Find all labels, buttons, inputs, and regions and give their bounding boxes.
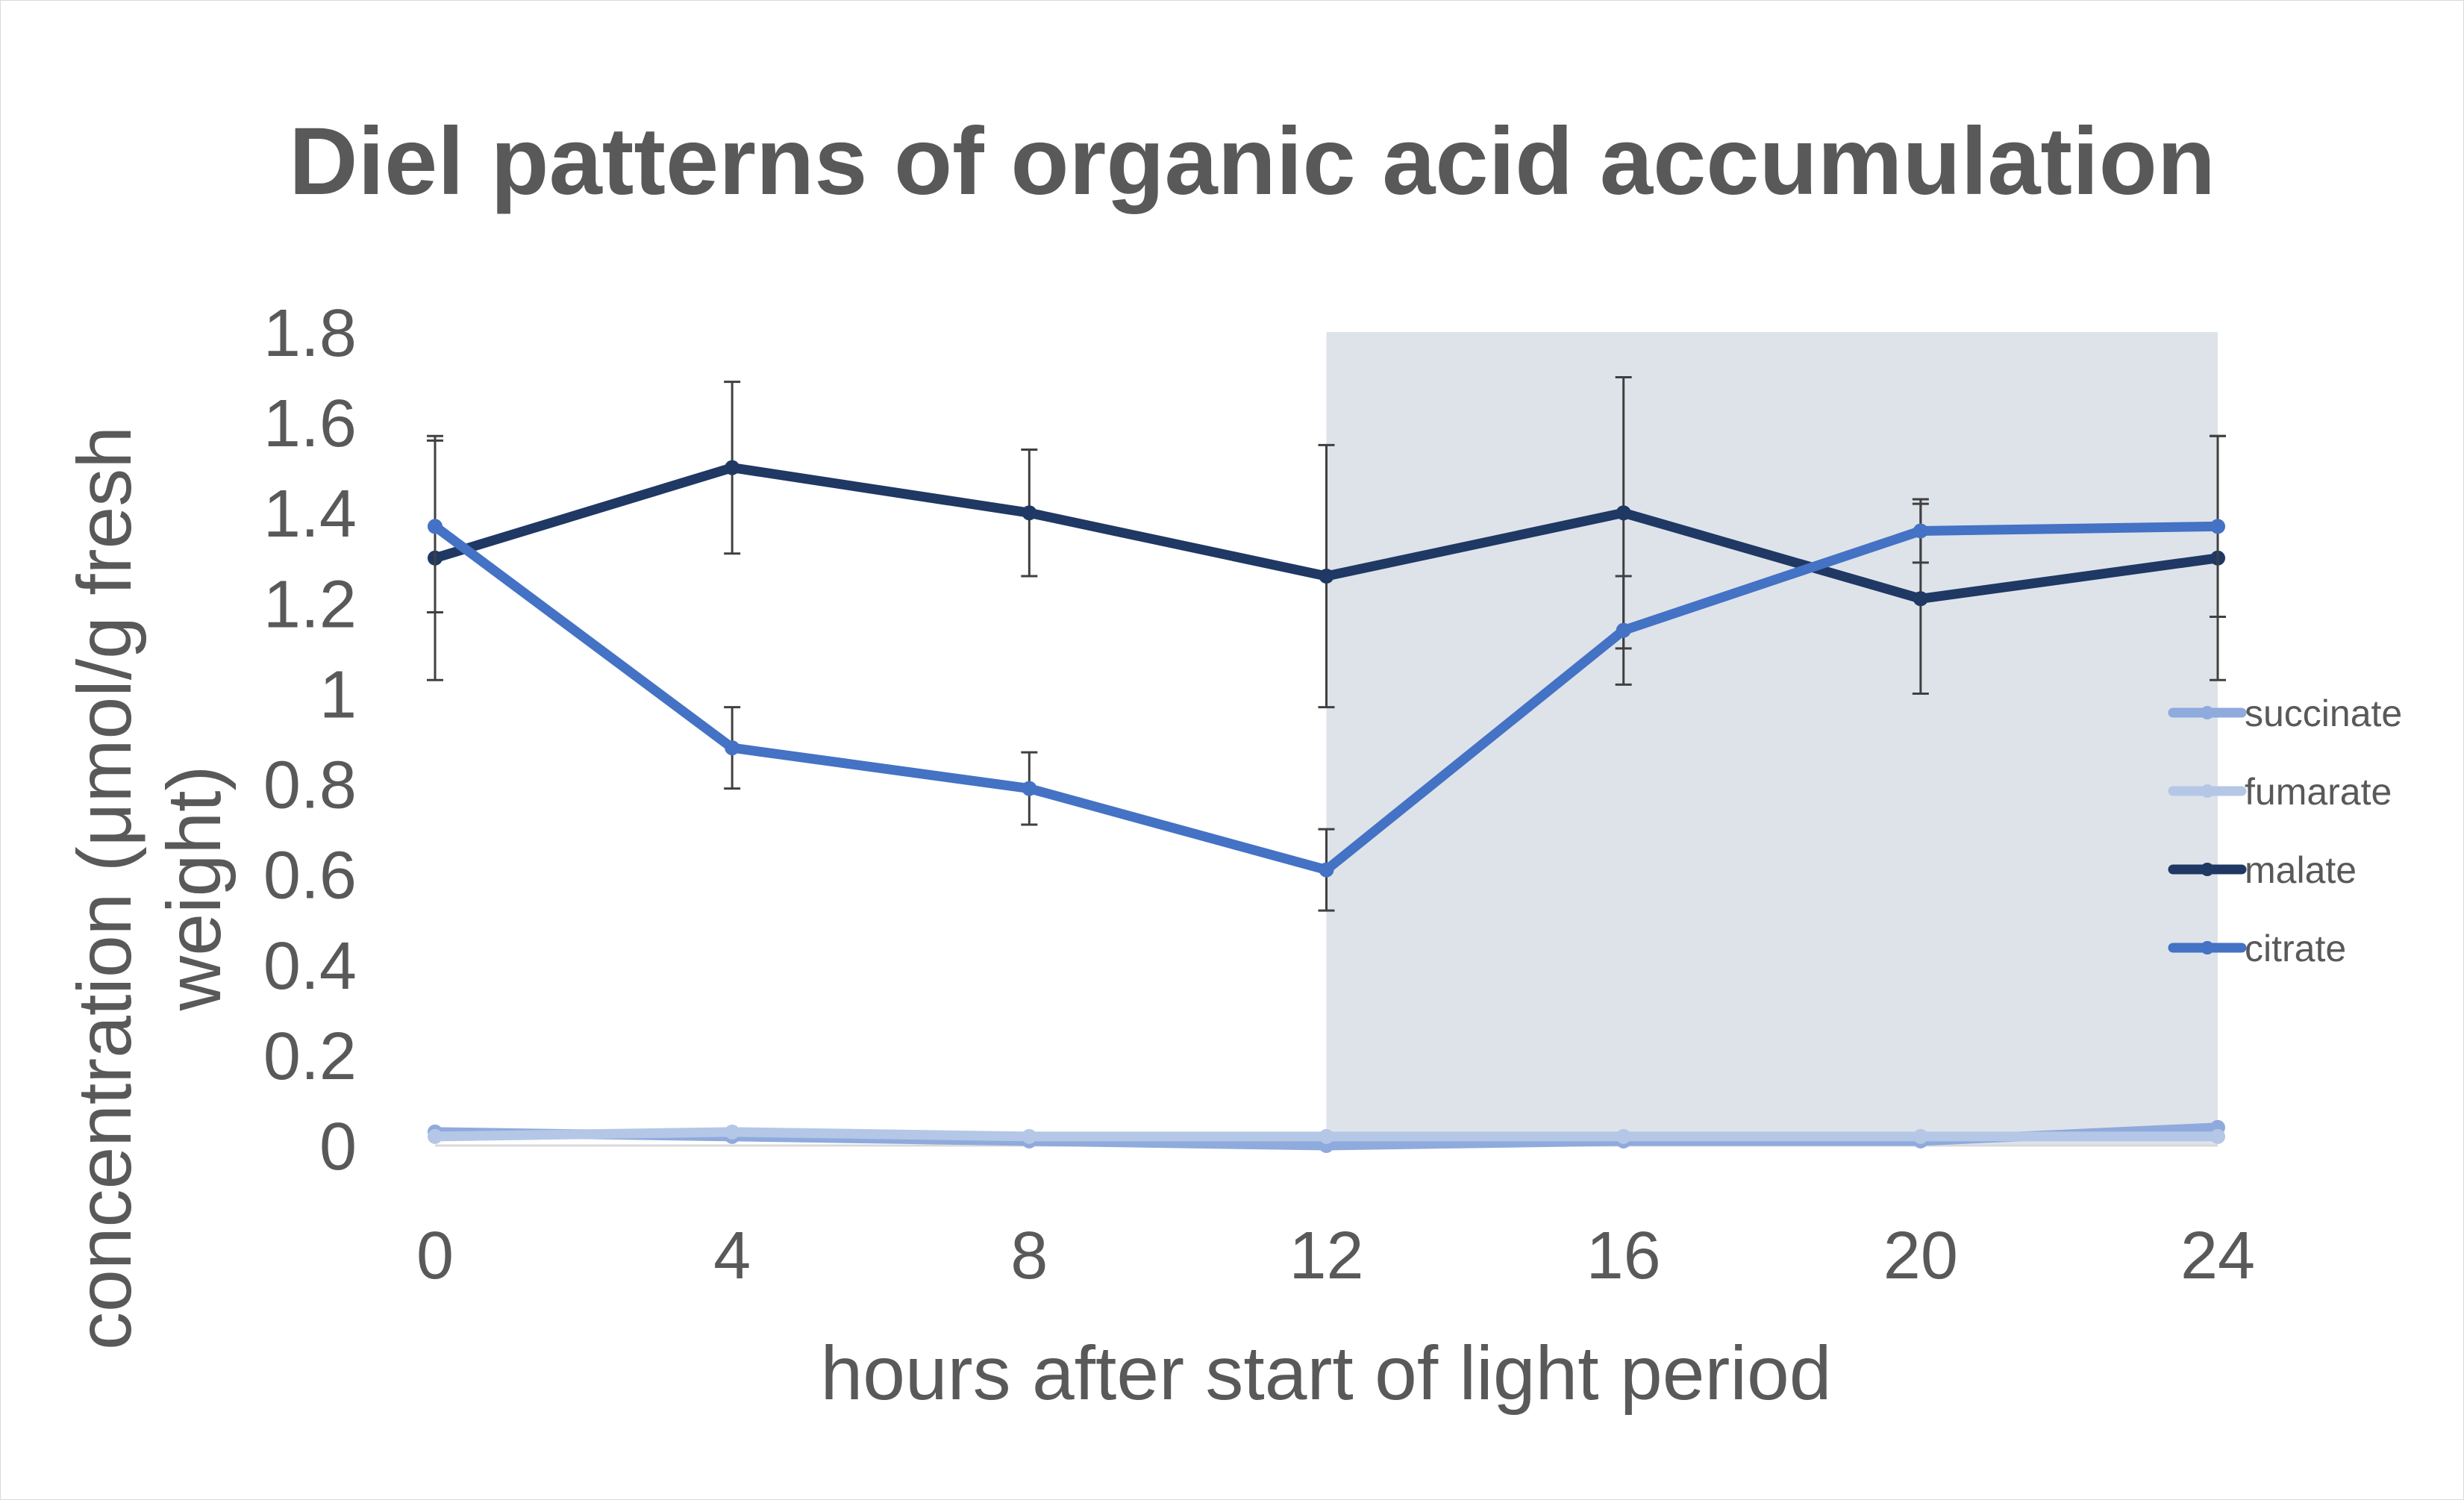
chart-title: Diel patterns of organic acid accumulati… [289,108,2216,215]
y-tick-label: 1.2 [263,567,357,642]
data-point [1022,781,1037,796]
legend-marker [2201,863,2214,876]
legend: succinate fumarate malate citrate [2168,693,2402,969]
series-citrate [427,434,2226,912]
legend-item-fumarate: fumarate [2168,771,2392,813]
y-axis-label-line: weight) [151,766,237,1012]
data-point [1319,1128,1334,1144]
legend-label: succinate [2245,693,2402,734]
x-tick-label: 8 [1010,1219,1048,1293]
y-tick-label: 1.4 [263,477,357,551]
data-point [725,1124,740,1140]
x-tick-label: 20 [1883,1219,1958,1293]
data-point [2210,519,2225,534]
x-tick-label: 4 [713,1219,751,1293]
x-tick-label: 16 [1586,1219,1661,1293]
data-point [1616,505,1631,521]
y-tick-label: 1.8 [263,296,357,371]
tick-labels: 0 4 8 12 16 20 24 0 0.2 0.4 0.6 0.8 1 1.2 1.4 1.6 1.8 [263,296,2255,1293]
y-axis-label-line: concentration (μmol/g fresh [62,426,147,1350]
data-point [1913,1128,1928,1144]
data-point [1616,1128,1631,1144]
legend-item-succinate: succinate [2168,693,2402,734]
y-tick-label: 0.8 [263,749,357,823]
x-tick-label: 24 [2180,1219,2255,1293]
legend-marker [2201,941,2214,954]
series-fumarate [428,1124,2225,1144]
y-tick-label: 1 [319,657,357,732]
data-point [1913,523,1928,539]
legend-marker [2201,784,2214,798]
legend-label: fumarate [2245,771,2392,813]
data-point [725,460,740,475]
legend-marker [2201,706,2214,719]
y-tick-label: 0.4 [263,929,357,1004]
data-point [1616,622,1631,638]
y-axis-label: concentration (μmol/g freshweight) [62,426,237,1350]
y-tick-label: 0 [319,1110,357,1184]
y-tick-label: 0.6 [263,839,357,913]
legend-item-malate: malate [2168,849,2357,891]
data-point [428,1128,443,1144]
series-layer [427,376,2226,1153]
data-point [428,519,443,534]
data-point [725,740,740,756]
x-tick-label: 12 [1289,1219,1363,1293]
shaded-dark-period [1326,332,2218,1146]
data-point [1022,1128,1037,1144]
data-point [2210,1128,2225,1144]
data-point [1319,569,1334,584]
data-point [1319,862,1334,878]
legend-item-citrate: citrate [2168,928,2346,969]
legend-label: citrate [2245,928,2346,969]
legend-label: malate [2245,849,2357,891]
y-tick-label: 0.2 [263,1019,357,1094]
y-tick-label: 1.6 [263,387,357,461]
x-tick-label: 0 [416,1219,454,1293]
data-point [1022,505,1037,521]
data-point [1913,591,1928,607]
x-axis-label: hours after start of light period [820,1331,1831,1416]
